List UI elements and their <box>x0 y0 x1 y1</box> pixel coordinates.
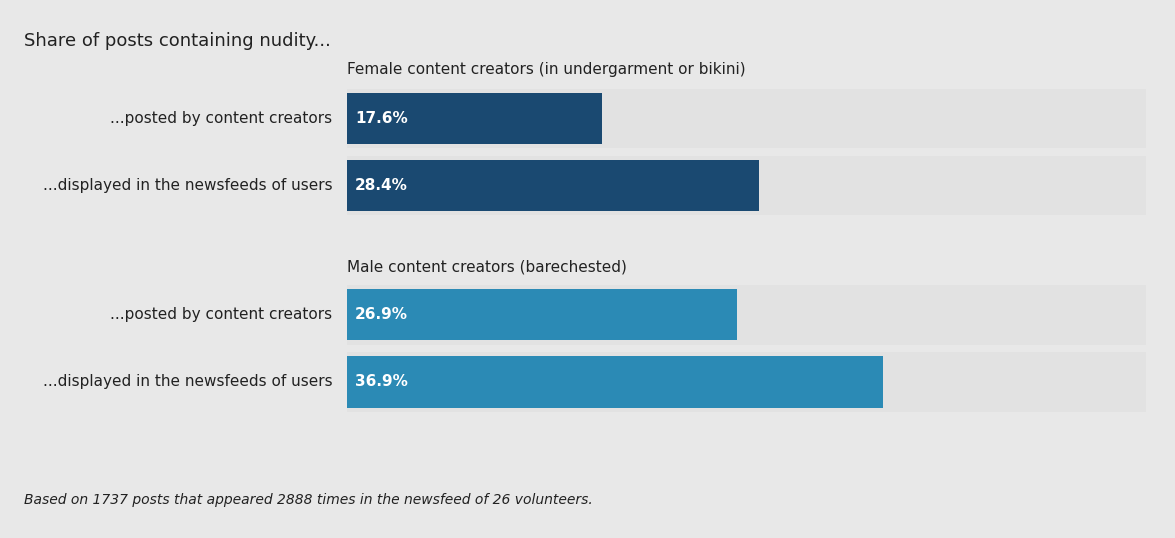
Bar <box>347 356 882 408</box>
Text: Based on 1737 posts that appeared 2888 times in the newsfeed of 26 volunteers.: Based on 1737 posts that appeared 2888 t… <box>24 493 592 507</box>
Text: Share of posts containing nudity...: Share of posts containing nudity... <box>24 32 330 50</box>
Text: ...displayed in the newsfeeds of users: ...displayed in the newsfeeds of users <box>43 178 333 193</box>
Bar <box>347 93 603 144</box>
Text: ...posted by content creators: ...posted by content creators <box>110 307 333 322</box>
Bar <box>347 160 759 211</box>
Text: 36.9%: 36.9% <box>355 374 408 390</box>
Text: ...displayed in the newsfeeds of users: ...displayed in the newsfeeds of users <box>43 374 333 390</box>
Bar <box>347 156 1146 215</box>
Bar <box>347 88 1146 148</box>
Text: Female content creators (in undergarment or bikini): Female content creators (in undergarment… <box>347 62 745 77</box>
Text: 26.9%: 26.9% <box>355 307 408 322</box>
Bar <box>347 289 738 341</box>
Bar <box>347 352 1146 412</box>
Text: ...posted by content creators: ...posted by content creators <box>110 111 333 126</box>
Text: 28.4%: 28.4% <box>355 178 408 193</box>
Text: 17.6%: 17.6% <box>355 111 408 126</box>
Bar <box>347 285 1146 345</box>
Text: Male content creators (barechested): Male content creators (barechested) <box>347 259 626 274</box>
